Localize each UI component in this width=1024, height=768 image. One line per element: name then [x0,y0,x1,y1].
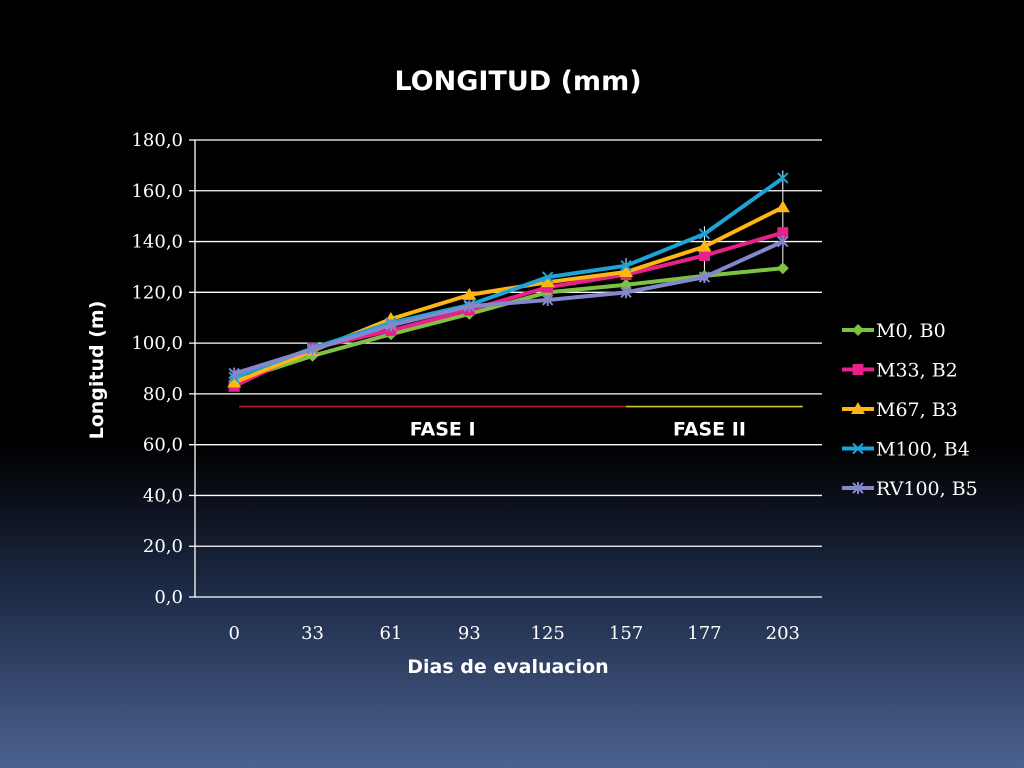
data-point [620,278,633,291]
data-point [777,172,789,184]
x-tick-label: 61 [379,623,402,644]
x-tick-label: 0 [228,623,239,644]
data-point [852,482,864,494]
y-tick-label: 40,0 [143,485,183,506]
data-point [698,250,710,262]
y-tick-labels: 0,0 20,0 40,0 60,0 80,0 100,0 120,0 140,0 160,0 1… [131,130,183,608]
legend-label: RV100, B5 [876,478,978,500]
x-tick-label: 177 [687,623,721,644]
data-point [541,271,554,283]
legend-item: M33, B2 [842,360,958,382]
data-point [852,364,864,375]
series-m33-b2 [228,227,789,392]
legend-item: M0, B0 [842,320,946,342]
legend-label: M100, B4 [876,439,970,461]
phase-label: FASE II [673,419,746,441]
y-tick-label: 80,0 [143,384,183,405]
y-tick-label: 60,0 [143,435,183,456]
y-tick-label: 160,0 [131,181,183,202]
data-point [541,293,554,306]
y-tick-label: 120,0 [131,282,183,303]
data-point [620,259,632,272]
legend-label: M33, B2 [876,360,958,382]
grid-lines [189,139,822,598]
x-tick-label: 125 [531,623,565,644]
data-point [852,442,864,455]
chart-title: LONGITUD (mm) [394,66,641,97]
x-tick-labels: 0 33 61 93 125 157 177 203 [228,623,800,644]
data-point [775,200,790,213]
series-line [233,266,784,384]
legend-label: M67, B3 [876,399,958,421]
data-point [462,287,477,300]
y-tick-label: 20,0 [143,536,183,557]
data-point [697,239,712,252]
data-point [542,281,554,293]
data-point [306,343,319,356]
y-tick-label: 180,0 [131,130,183,151]
data-point [619,265,634,278]
data-point [228,367,240,380]
series-lines [227,170,790,392]
x-tick-label: 93 [458,623,481,644]
legend-item: RV100, B5 [842,478,978,500]
series-line [233,239,784,376]
data-point [698,228,711,240]
data-point [540,275,555,288]
data-point [698,271,711,284]
data-point [385,319,397,332]
y-axis-label: Longitud (m) [86,301,108,440]
legend-item: M67, B3 [842,399,958,421]
x-tick-label: 157 [609,623,643,644]
y-tick-label: 0,0 [154,587,183,608]
legend-label: M0, B0 [876,320,946,342]
phase-label: FASE I [410,419,476,441]
data-point [852,324,864,336]
data-point [777,235,789,248]
phase-annotations: FASE I FASE II [239,405,803,441]
data-point [777,227,789,239]
y-tick-label: 100,0 [131,333,183,354]
x-tick-label: 33 [301,623,324,644]
data-point [463,300,476,313]
x-axis-label: Dias de evaluacion [407,656,608,678]
legend-item: M100, B4 [842,439,970,461]
y-tick-label: 140,0 [131,232,183,253]
series-rv100-b5 [228,235,789,380]
data-point [851,402,865,414]
data-point [620,286,632,299]
legend: M0, B0 M33, B2 M67, B3 M100, B4 RV100, B5 [842,320,978,500]
x-tick-label: 203 [766,623,800,644]
data-point [227,375,242,388]
data-point [776,262,789,275]
